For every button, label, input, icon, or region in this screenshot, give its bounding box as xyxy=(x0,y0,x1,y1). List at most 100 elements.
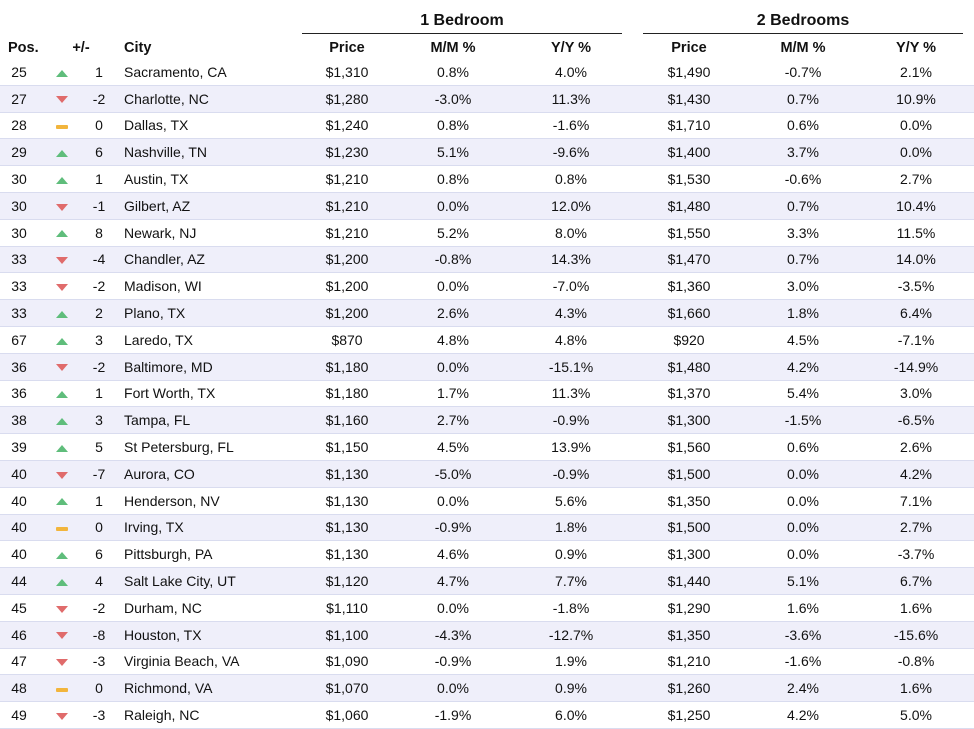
rent-table-page: 1 Bedroom 2 Bedrooms Pos. +/- City Price… xyxy=(0,12,974,729)
table-row: 36 -2 Baltimore, MD $1,180 0.0% -15.1% $1,480 4… xyxy=(0,353,974,381)
cell-trend xyxy=(44,702,80,729)
trend-up-icon xyxy=(56,578,68,586)
trend-up-icon xyxy=(56,418,68,426)
cell-price-2br: $1,560 xyxy=(667,439,711,456)
trend-up-icon xyxy=(56,150,68,158)
cell-yy-2br: 7.1% xyxy=(900,492,932,509)
cell-yy-2br: -6.5% xyxy=(897,412,935,429)
cell-yy-1br: -12.7% xyxy=(548,626,594,643)
cell-pos: 47 xyxy=(11,653,27,670)
cell-trend xyxy=(44,192,80,219)
cell-yy-2br: 2.7% xyxy=(900,519,932,536)
cell-price-1br: $1,200 xyxy=(325,305,369,322)
cell-change: -3 xyxy=(92,707,106,724)
table-row: 33 -4 Chandler, AZ $1,200 -0.8% 14.3% $1,470 0.… xyxy=(0,246,974,273)
cell-yy-2br: -3.5% xyxy=(897,278,935,295)
col-header-yy-2br: Y/Y % xyxy=(896,39,937,56)
cell-yy-2br: 1.6% xyxy=(900,599,932,616)
cell-trend xyxy=(44,353,80,380)
table-row: 33 2 Plano, TX $1,200 2.6% 4.3% $1,660 1.8% 6.4% xyxy=(0,299,974,327)
table-row: 36 1 Fort Worth, TX $1,180 1.7% 11.3% $1,370 5.… xyxy=(0,380,974,407)
cell-yy-2br: 14.0% xyxy=(896,251,936,268)
cell-price-2br: $1,370 xyxy=(667,385,711,402)
cell-yy-2br: -15.6% xyxy=(893,626,939,643)
cell-yy-1br: 0.9% xyxy=(555,546,587,563)
trend-up-icon xyxy=(56,337,68,345)
cell-trend xyxy=(44,407,80,434)
cell-yy-1br: 11.3% xyxy=(551,90,591,107)
cell-pos: 29 xyxy=(11,144,27,161)
trend-down-icon xyxy=(56,203,68,211)
trend-up-icon xyxy=(56,230,68,238)
cell-yy-2br: -0.8% xyxy=(897,653,935,670)
col-header-mm-1br: M/M % xyxy=(430,39,476,56)
cell-pos: 27 xyxy=(11,90,27,107)
cell-trend xyxy=(44,112,80,139)
cell-mm-2br: 4.5% xyxy=(787,331,819,348)
cell-mm-1br: 0.0% xyxy=(437,358,469,375)
cell-trend xyxy=(44,541,80,568)
cell-pos: 40 xyxy=(11,546,27,563)
cell-yy-1br: 11.3% xyxy=(551,385,591,402)
cell-yy-1br: 6.0% xyxy=(555,707,587,724)
cell-change: 1 xyxy=(95,171,103,188)
table-row: 40 1 Henderson, NV $1,130 0.0% 5.6% $1,350 0.0%… xyxy=(0,487,974,515)
cell-price-1br: $1,210 xyxy=(325,224,369,241)
cell-pos: 25 xyxy=(11,63,27,80)
cell-mm-1br: 0.0% xyxy=(437,599,469,616)
cell-change: 5 xyxy=(95,439,103,456)
cell-mm-1br: -4.3% xyxy=(434,626,472,643)
cell-change: -3 xyxy=(92,653,106,670)
table-row: 27 -2 Charlotte, NC $1,280 -3.0% 11.3% $1,430 0… xyxy=(0,85,974,113)
cell-trend xyxy=(44,85,80,112)
cell-change: -8 xyxy=(92,626,106,643)
cell-change: 0 xyxy=(95,519,103,536)
cell-mm-2br: 0.0% xyxy=(787,492,819,509)
cell-mm-2br: 0.0% xyxy=(787,465,819,482)
cell-yy-1br: 1.9% xyxy=(555,653,587,670)
cell-mm-2br: 3.3% xyxy=(787,224,819,241)
table-row: 46 -8 Houston, TX $1,100 -4.3% -12.7% $1,350 -3… xyxy=(0,621,974,649)
cell-mm-2br: 1.8% xyxy=(787,305,819,322)
cell-mm-1br: 4.6% xyxy=(437,546,469,563)
cell-price-1br: $1,130 xyxy=(325,465,369,482)
cell-city: Durham, NC xyxy=(124,599,202,616)
cell-yy-2br: 0.0% xyxy=(900,117,932,134)
cell-city: Laredo, TX xyxy=(124,331,194,348)
cell-mm-2br: 0.0% xyxy=(787,519,819,536)
cell-mm-1br: 4.7% xyxy=(437,573,469,590)
cell-price-2br: $1,440 xyxy=(667,573,711,590)
table-body: 25 1 Sacramento, CA $1,310 0.8% 4.0% $1,490 -0.… xyxy=(0,59,974,729)
cell-mm-2br: 3.7% xyxy=(787,144,819,161)
trend-down-icon xyxy=(56,96,68,104)
cell-change: -2 xyxy=(92,90,106,107)
cell-price-2br: $1,660 xyxy=(667,305,711,322)
cell-trend xyxy=(44,139,80,166)
cell-mm-1br: -0.9% xyxy=(434,519,472,536)
cell-mm-2br: 4.2% xyxy=(787,358,819,375)
cell-mm-2br: 2.4% xyxy=(787,680,819,697)
cell-yy-2br: 5.0% xyxy=(900,707,932,724)
cell-price-2br: $1,470 xyxy=(667,251,711,268)
cell-mm-1br: 5.2% xyxy=(437,224,469,241)
trend-up-icon xyxy=(56,310,68,318)
cell-city: Austin, TX xyxy=(124,171,189,188)
cell-price-2br: $1,710 xyxy=(667,117,711,134)
cell-change: 0 xyxy=(95,680,103,697)
cell-trend xyxy=(44,166,80,193)
trend-flat-icon xyxy=(56,124,68,129)
cell-mm-1br: -0.9% xyxy=(434,653,472,670)
cell-price-1br: $1,240 xyxy=(325,117,369,134)
cell-price-1br: $1,310 xyxy=(325,63,369,80)
cell-mm-2br: -1.5% xyxy=(784,412,822,429)
table-row: 40 -7 Aurora, CO $1,130 -5.0% -0.9% $1,500 0.0%… xyxy=(0,460,974,488)
cell-mm-2br: 0.7% xyxy=(787,251,819,268)
cell-mm-2br: 0.7% xyxy=(787,90,819,107)
trend-up-icon xyxy=(56,176,68,184)
cell-city: Raleigh, NC xyxy=(124,707,200,724)
cell-pos: 30 xyxy=(11,171,27,188)
cell-mm-1br: 1.7% xyxy=(437,385,469,402)
cell-yy-1br: 13.9% xyxy=(551,439,591,456)
cell-trend xyxy=(44,621,80,648)
cell-yy-2br: 1.6% xyxy=(900,680,932,697)
